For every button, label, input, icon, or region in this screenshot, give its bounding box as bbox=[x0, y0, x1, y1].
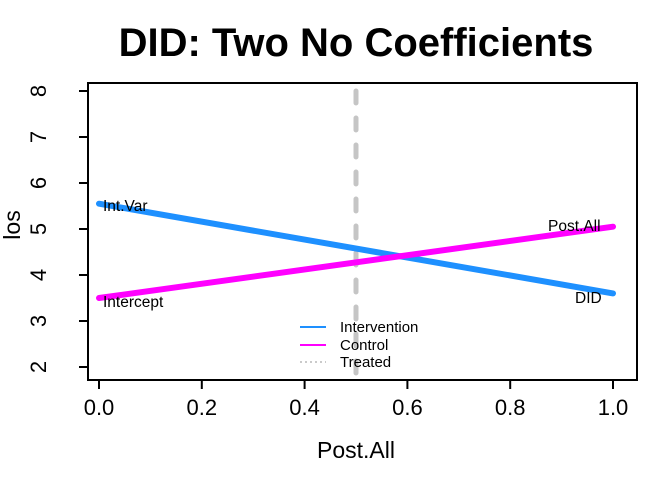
y-tick: 8 bbox=[26, 85, 88, 97]
legend-label: Intervention bbox=[340, 319, 418, 336]
legend-label: Treated bbox=[340, 354, 391, 371]
y-tick-label: 2 bbox=[26, 361, 51, 373]
x-tick: 0.4 bbox=[289, 380, 320, 420]
y-tick-label: 8 bbox=[26, 85, 51, 97]
y-tick: 3 bbox=[26, 315, 88, 327]
x-tick: 0.6 bbox=[392, 380, 423, 420]
legend-entry-control: Control bbox=[300, 337, 388, 354]
x-tick-label: 0.8 bbox=[495, 395, 526, 420]
x-tick: 0.0 bbox=[84, 380, 115, 420]
control-line bbox=[96, 223, 616, 301]
y-tick: 7 bbox=[26, 131, 88, 143]
y-tick: 4 bbox=[26, 269, 88, 281]
x-tick-label: 0.6 bbox=[392, 395, 423, 420]
y-tick: 2 bbox=[26, 361, 88, 373]
x-tick: 0.8 bbox=[495, 380, 526, 420]
x-tick-label: 1.0 bbox=[598, 395, 629, 420]
y-tick-label: 3 bbox=[26, 315, 51, 327]
legend: Intervention Control Treated bbox=[300, 319, 418, 371]
control-end-label: Post.All bbox=[548, 218, 601, 235]
y-tick: 5 bbox=[26, 223, 88, 235]
control-start-label: Intercept bbox=[103, 294, 164, 311]
y-axis-label: los bbox=[0, 210, 25, 239]
legend-label: Control bbox=[340, 337, 388, 354]
chart-title: DID: Two No Coefficients bbox=[119, 21, 594, 65]
y-tick: 6 bbox=[26, 177, 88, 189]
x-tick-label: 0.0 bbox=[84, 395, 115, 420]
y-tick-label: 7 bbox=[26, 131, 51, 143]
x-tick: 1.0 bbox=[598, 380, 629, 420]
intervention-line bbox=[96, 200, 616, 297]
legend-entry-intervention: Intervention bbox=[300, 319, 418, 336]
legend-entry-treated: Treated bbox=[300, 354, 391, 371]
y-axis: 2 3 4 5 6 7 8 bbox=[26, 85, 88, 373]
x-tick: 0.2 bbox=[187, 380, 218, 420]
y-tick-label: 5 bbox=[26, 223, 51, 235]
intervention-start-label: Int.Var bbox=[103, 198, 148, 215]
plot-box bbox=[87, 82, 638, 381]
x-tick-label: 0.2 bbox=[187, 395, 218, 420]
y-tick-label: 6 bbox=[26, 177, 51, 189]
intervention-end-label: DID bbox=[575, 290, 602, 307]
x-axis: 0.0 0.2 0.4 0.6 0.8 1.0 bbox=[84, 380, 629, 420]
y-tick-label: 4 bbox=[26, 269, 51, 281]
x-axis-label: Post.All bbox=[317, 437, 395, 463]
x-tick-label: 0.4 bbox=[289, 395, 320, 420]
